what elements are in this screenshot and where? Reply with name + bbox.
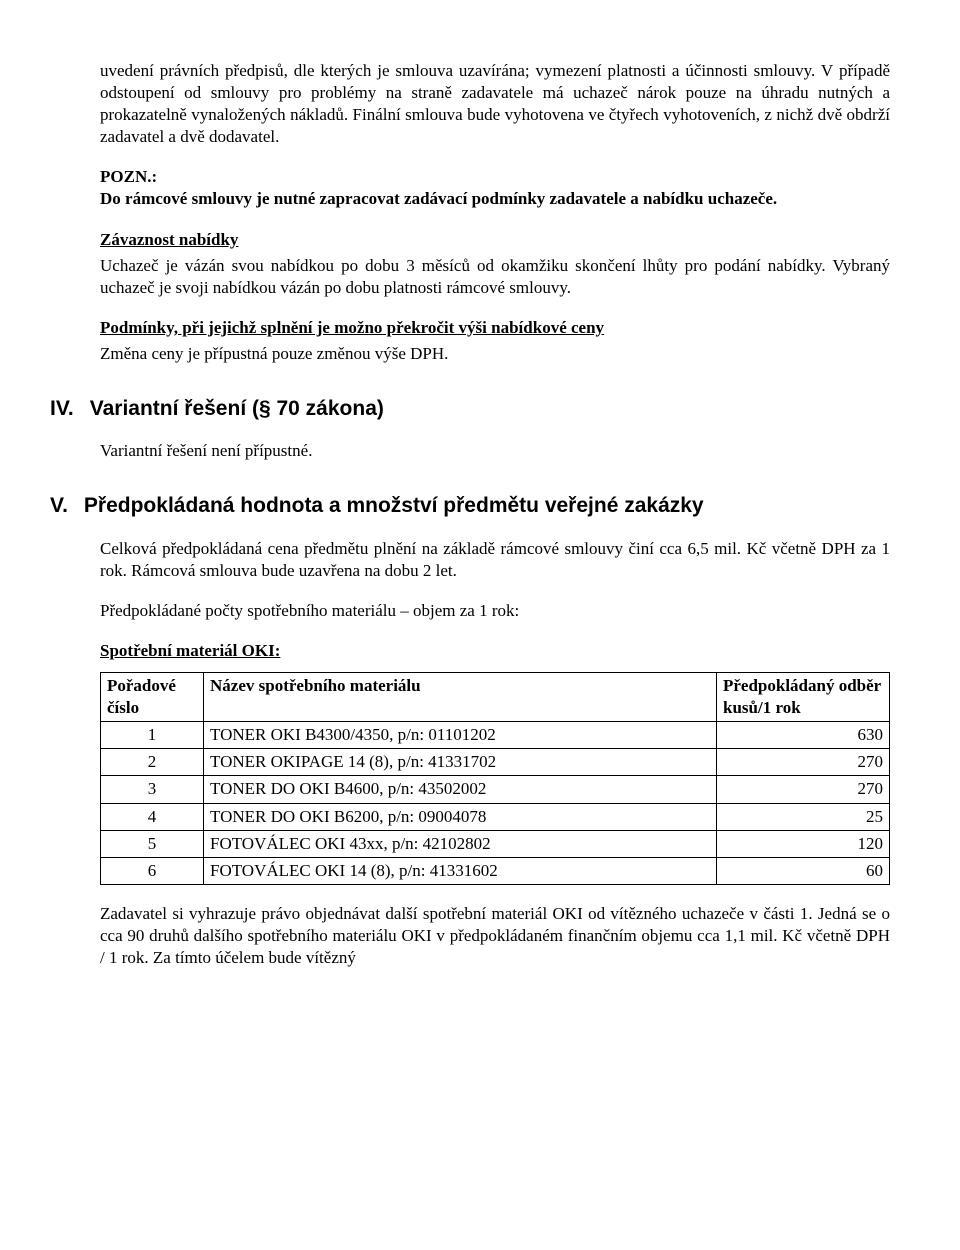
section-v-p2: Předpokládané počty spotřebního materiál… — [100, 600, 890, 622]
table-cell-name: TONER DO OKI B6200, p/n: 09004078 — [204, 803, 717, 830]
conditions-heading: Podmínky, při jejichž splnění je možno p… — [100, 317, 890, 339]
table-cell-name: FOTOVÁLEC OKI 43xx, p/n: 42102802 — [204, 830, 717, 857]
section-v-title-text: Předpokládaná hodnota a množství předmět… — [84, 492, 704, 519]
table-cell-qty: 270 — [717, 776, 890, 803]
table-header-index: Pořadové číslo — [101, 673, 204, 722]
note-label: POZN.: — [100, 167, 157, 186]
table-cell-index: 4 — [101, 803, 204, 830]
table-cell-qty: 25 — [717, 803, 890, 830]
table-cell-index: 6 — [101, 857, 204, 884]
section-v-number: V. — [50, 492, 68, 519]
binding-offer-heading: Závaznost nabídky — [100, 229, 890, 251]
section-v-p3: Zadavatel si vyhrazuje právo objednávat … — [100, 903, 890, 969]
note-block: POZN.: Do rámcové smlouvy je nutné zapra… — [100, 166, 890, 210]
materials-table: Pořadové číslo Název spotřebního materiá… — [100, 672, 890, 885]
intro-paragraph: uvedení právních předpisů, dle kterých j… — [100, 60, 890, 148]
table-cell-qty: 120 — [717, 830, 890, 857]
table-row: 4TONER DO OKI B6200, p/n: 0900407825 — [101, 803, 890, 830]
section-v-table-heading-text: Spotřební materiál OKI: — [100, 641, 280, 660]
table-row: 5FOTOVÁLEC OKI 43xx, p/n: 42102802120 — [101, 830, 890, 857]
table-cell-name: TONER OKI B4300/4350, p/n: 01101202 — [204, 722, 717, 749]
table-cell-index: 2 — [101, 749, 204, 776]
table-cell-name: FOTOVÁLEC OKI 14 (8), p/n: 41331602 — [204, 857, 717, 884]
table-header-qty: Předpokládaný odběr kusů/1 rok — [717, 673, 890, 722]
section-iv-number: IV. — [50, 395, 74, 422]
table-row: 6FOTOVÁLEC OKI 14 (8), p/n: 4133160260 — [101, 857, 890, 884]
binding-offer-heading-text: Závaznost nabídky — [100, 230, 238, 249]
table-cell-name: TONER DO OKI B4600, p/n: 43502002 — [204, 776, 717, 803]
conditions-text: Změna ceny je přípustná pouze změnou výš… — [100, 343, 890, 365]
section-v-p1: Celková předpokládaná cena předmětu plně… — [100, 538, 890, 582]
table-row: 3TONER DO OKI B4600, p/n: 43502002270 — [101, 776, 890, 803]
table-header-row: Pořadové číslo Název spotřebního materiá… — [101, 673, 890, 722]
table-row: 1TONER OKI B4300/4350, p/n: 01101202630 — [101, 722, 890, 749]
binding-offer-text: Uchazeč je vázán svou nabídkou po dobu 3… — [100, 255, 890, 299]
table-header-name: Název spotřebního materiálu — [204, 673, 717, 722]
note-text: Do rámcové smlouvy je nutné zapracovat z… — [100, 189, 777, 208]
section-v-table-heading: Spotřební materiál OKI: — [100, 640, 890, 662]
table-cell-qty: 270 — [717, 749, 890, 776]
table-cell-qty: 60 — [717, 857, 890, 884]
conditions-heading-text: Podmínky, při jejichž splnění je možno p… — [100, 318, 604, 337]
section-iv-text: Variantní řešení není přípustné. — [100, 440, 890, 462]
section-iv-title: IV. Variantní řešení (§ 70 zákona) — [50, 395, 890, 422]
table-cell-qty: 630 — [717, 722, 890, 749]
table-cell-index: 1 — [101, 722, 204, 749]
table-cell-index: 3 — [101, 776, 204, 803]
table-row: 2TONER OKIPAGE 14 (8), p/n: 41331702270 — [101, 749, 890, 776]
table-cell-index: 5 — [101, 830, 204, 857]
section-iv-title-text: Variantní řešení (§ 70 zákona) — [90, 395, 384, 422]
table-cell-name: TONER OKIPAGE 14 (8), p/n: 41331702 — [204, 749, 717, 776]
section-v-title: V. Předpokládaná hodnota a množství před… — [50, 492, 890, 519]
